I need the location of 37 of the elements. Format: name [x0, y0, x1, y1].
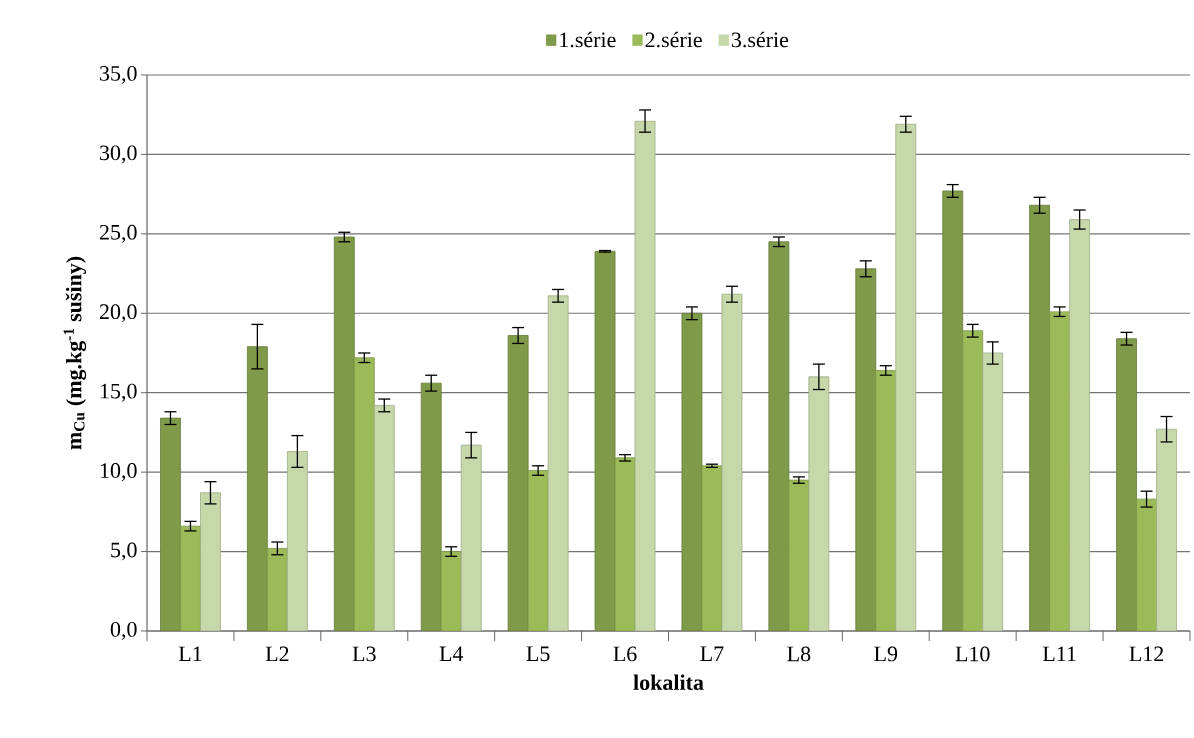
bar [1156, 428, 1177, 631]
x-tick-label: L12 [1129, 646, 1164, 662]
x-axis-title: lokalita [633, 674, 704, 690]
y-tick-label: 5,0 [111, 542, 137, 561]
legend-label: 2.série [645, 31, 702, 48]
x-tick-label: L3 [352, 646, 376, 662]
x-tick-label: L1 [178, 646, 202, 662]
x-tick-label: L7 [700, 646, 724, 661]
legend-label: 3.série [731, 31, 789, 48]
bar [1069, 219, 1091, 631]
bar [808, 376, 830, 631]
x-tick-label: L11 [1042, 646, 1076, 662]
x-tick-label: L10 [955, 646, 990, 662]
x-tick-label: L8 [787, 646, 811, 662]
x-tick-label: L4 [439, 646, 464, 661]
y-tick-label: 20,0 [99, 304, 137, 323]
y-axis-title: m$_{Cu}$ (mg.kg$^{-1}$ sušiny) [63, 256, 87, 450]
y-tick-label: 25,0 [99, 224, 137, 243]
legend-label: 1.série [560, 31, 616, 48]
x-tick-label: L5 [526, 646, 550, 662]
bar [634, 120, 656, 631]
y-tick-label: 30,0 [100, 145, 137, 164]
x-tick-label: L6 [613, 646, 637, 662]
bar [460, 444, 482, 631]
y-tick-label: 35,0 [100, 65, 137, 84]
bar [286, 451, 308, 631]
bar [547, 295, 569, 631]
x-tick-label: L9 [874, 646, 898, 662]
bar [200, 492, 221, 631]
bar [373, 405, 395, 631]
bar [895, 123, 917, 631]
bar [982, 352, 1004, 631]
bar [721, 293, 743, 631]
x-tick-label: L2 [265, 646, 289, 662]
y-tick-label: 0,0 [110, 621, 137, 640]
y-tick-label: 15,0 [100, 383, 137, 402]
y-tick-label: 10,0 [100, 463, 137, 482]
